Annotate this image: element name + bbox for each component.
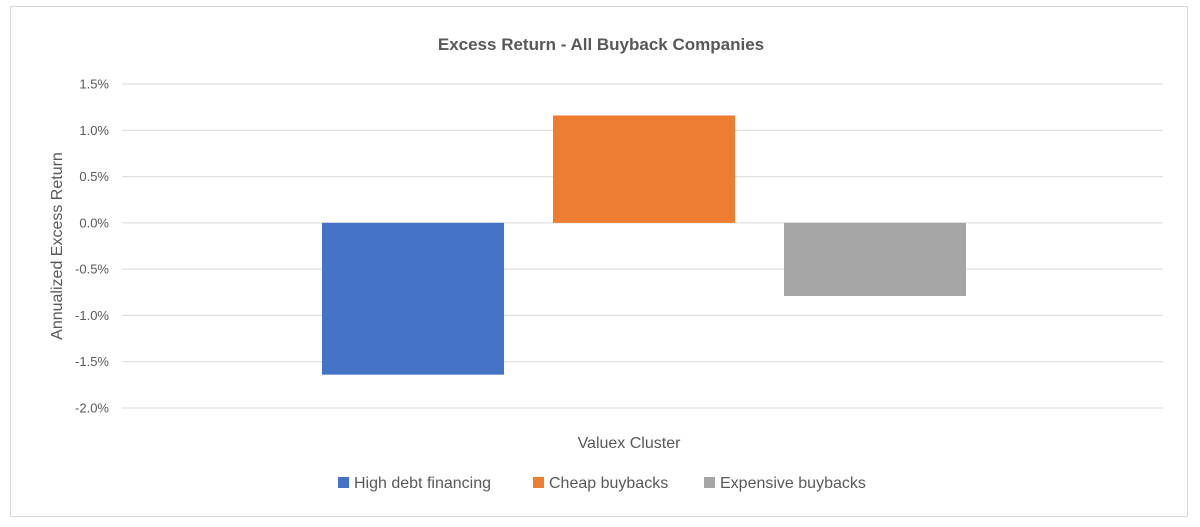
legend: High debt financing Cheap buybacks Expensi… [338, 475, 866, 492]
y-tick-label: -1.5% [75, 354, 109, 369]
legend-swatch [338, 477, 349, 488]
bar-expensive-buybacks [784, 222, 966, 296]
bar-high-debt-financing [322, 222, 504, 375]
y-tick-label: 0.5% [79, 169, 109, 184]
legend-swatch [704, 477, 715, 488]
legend-label: Cheap buybacks [549, 475, 668, 492]
x-axis-title: Valuex Cluster [578, 435, 682, 452]
y-axis-title: Annualized Excess Return [49, 152, 66, 340]
legend-label: High debt financing [354, 475, 491, 492]
bar-cheap-buybacks [553, 115, 735, 223]
y-tick-label: -1.0% [75, 308, 109, 323]
y-tick-label: -2.0% [75, 401, 109, 416]
legend-label: Expensive buybacks [720, 475, 866, 492]
legend-swatch [533, 477, 544, 488]
y-tick-label: -0.5% [75, 262, 109, 277]
y-tick-label: 1.5% [79, 77, 109, 92]
chart-frame [10, 6, 1188, 517]
chart-title: Excess Return - All Buyback Companies [438, 35, 764, 54]
y-tick-label: 0.0% [79, 215, 109, 230]
gridlines [122, 83, 1163, 409]
bars [322, 115, 966, 375]
y-axis-ticks: 1.5% 1.0% 0.5% 0.0% -0.5% -1.0% -1.5% -2.0% [75, 77, 109, 416]
y-tick-label: 1.0% [79, 123, 109, 138]
